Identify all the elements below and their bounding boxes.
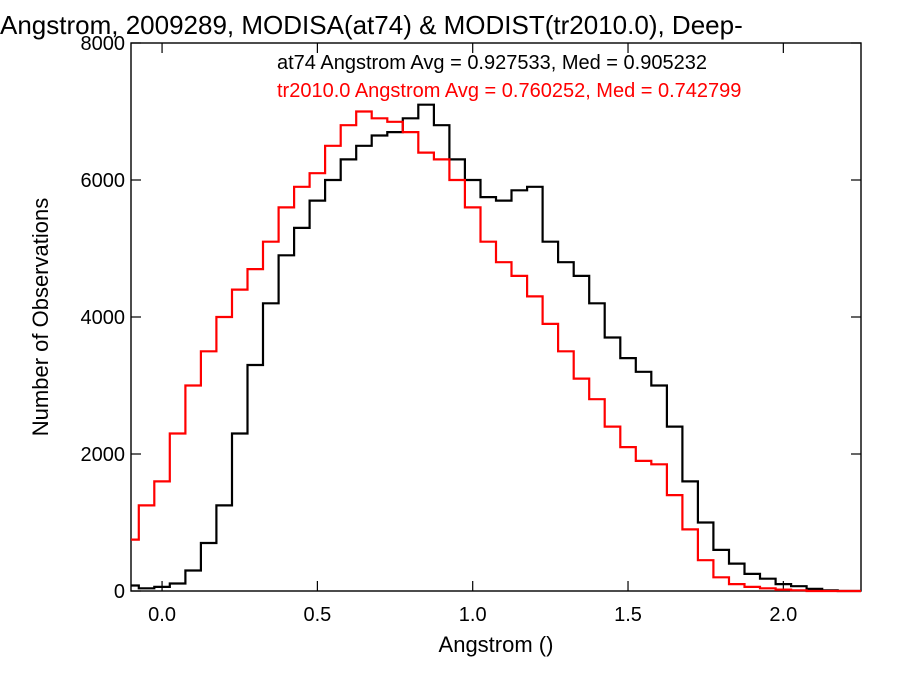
series-line-1 xyxy=(131,110,861,593)
chart-title: Angstrom, 2009289, MODISA(at74) & MODIST… xyxy=(0,10,743,40)
y-tick-label: 8000 xyxy=(81,33,126,55)
x-axis-ticks: 0.0 0.5 1.0 1.5 2.0 xyxy=(148,43,797,626)
legend-entry-at74: at74 Angstrom Avg = 0.927533, Med = 0.90… xyxy=(277,52,707,74)
x-axis-title: Angstrom () xyxy=(439,632,554,657)
legend-entry-tr2010: tr2010.0 Angstrom Avg = 0.760252, Med = … xyxy=(277,80,741,102)
x-tick-label: 0.0 xyxy=(148,604,176,626)
y-tick-label: 6000 xyxy=(81,170,126,192)
y-axis-ticks: 0 2000 4000 6000 8000 xyxy=(81,33,861,603)
plot-frame xyxy=(130,42,862,592)
y-tick-label: 2000 xyxy=(81,444,126,466)
y-axis-title: Number of Observations xyxy=(28,198,53,436)
series-lines xyxy=(131,103,861,593)
x-tick-label: 2.0 xyxy=(769,604,797,626)
y-tick-label: 0 xyxy=(114,581,125,603)
legend: at74 Angstrom Avg = 0.927533, Med = 0.90… xyxy=(277,52,741,102)
series-line-0 xyxy=(131,103,861,593)
x-tick-label: 1.5 xyxy=(614,604,642,626)
x-tick-label: 1.0 xyxy=(459,604,487,626)
x-tick-label: 0.5 xyxy=(303,604,331,626)
y-tick-label: 4000 xyxy=(81,307,126,329)
